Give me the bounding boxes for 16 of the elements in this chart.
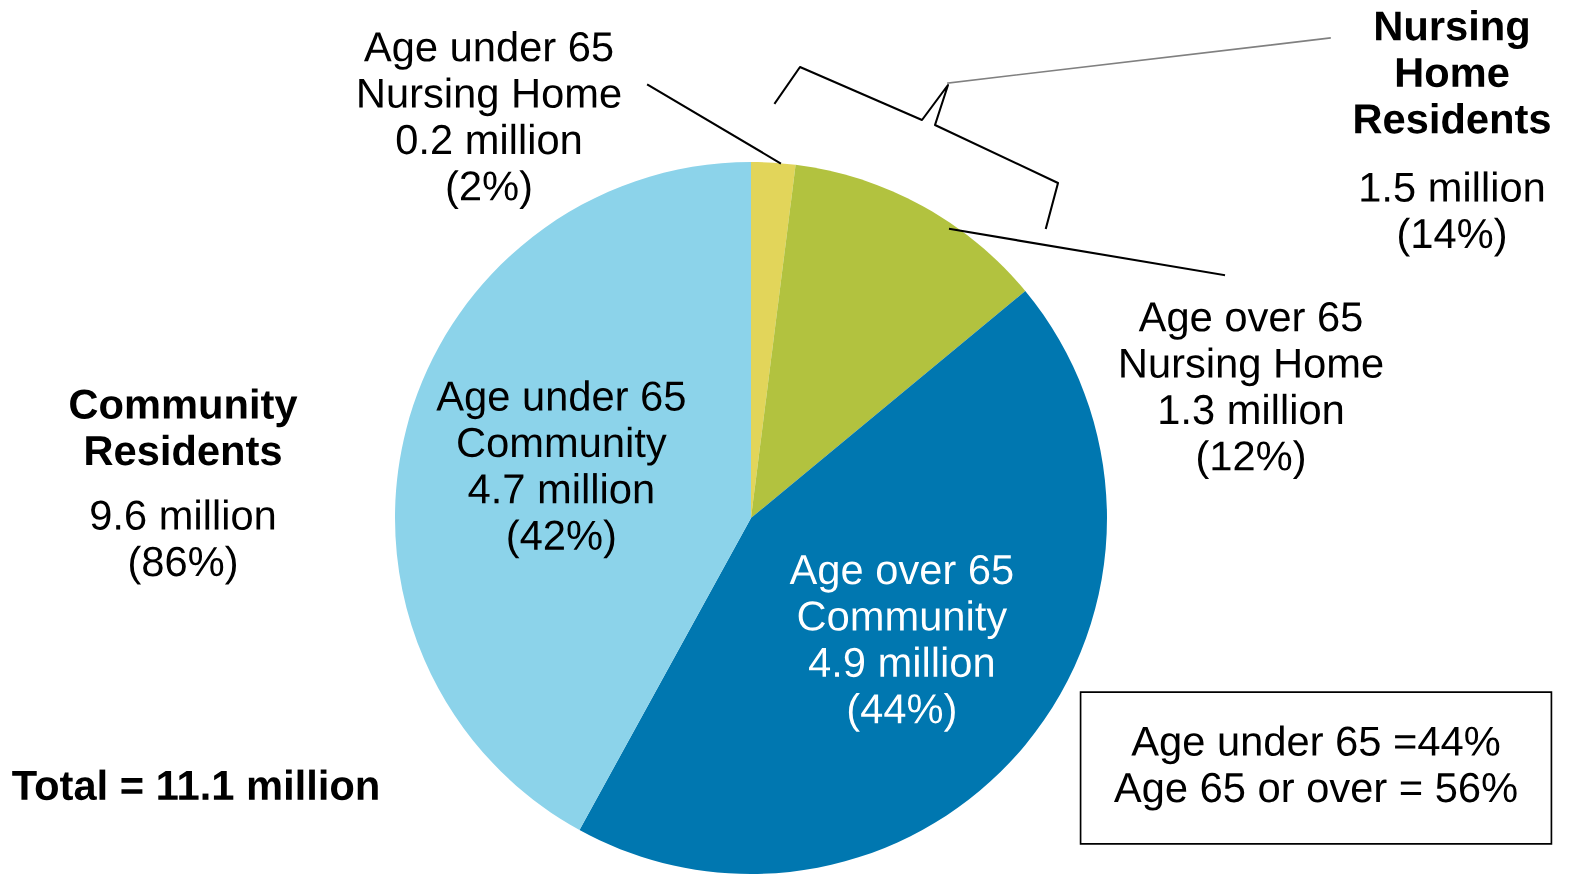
data-label: 4.7 million (42%) <box>468 473 653 559</box>
pie-slice <box>751 164 1026 518</box>
text: Total = 11.1 million <box>12 769 378 801</box>
data-label: 0.2 million (2%) <box>396 123 581 209</box>
slice-label: Age under 65 Community <box>436 380 685 466</box>
data-label: 4.9 million (44%) <box>809 646 993 732</box>
slice-label: Age over 65 Community <box>789 554 1013 640</box>
slice-label: Age over 65 Nursing Home <box>1121 302 1383 387</box>
text: Age under 65 =44% Age 65 or over = 56% <box>1114 725 1517 811</box>
text: 1.5 million (14%) <box>1361 171 1544 257</box>
text: Nursing Home Residents <box>1355 10 1550 134</box>
pie-slice <box>395 162 751 830</box>
data-label: 1.3 million (12%) <box>1160 393 1343 479</box>
text: 9.6 million (86%) <box>91 499 275 585</box>
text: Community Residents <box>70 388 298 466</box>
slice-label: Age under 65 Nursing Home <box>359 30 621 117</box>
